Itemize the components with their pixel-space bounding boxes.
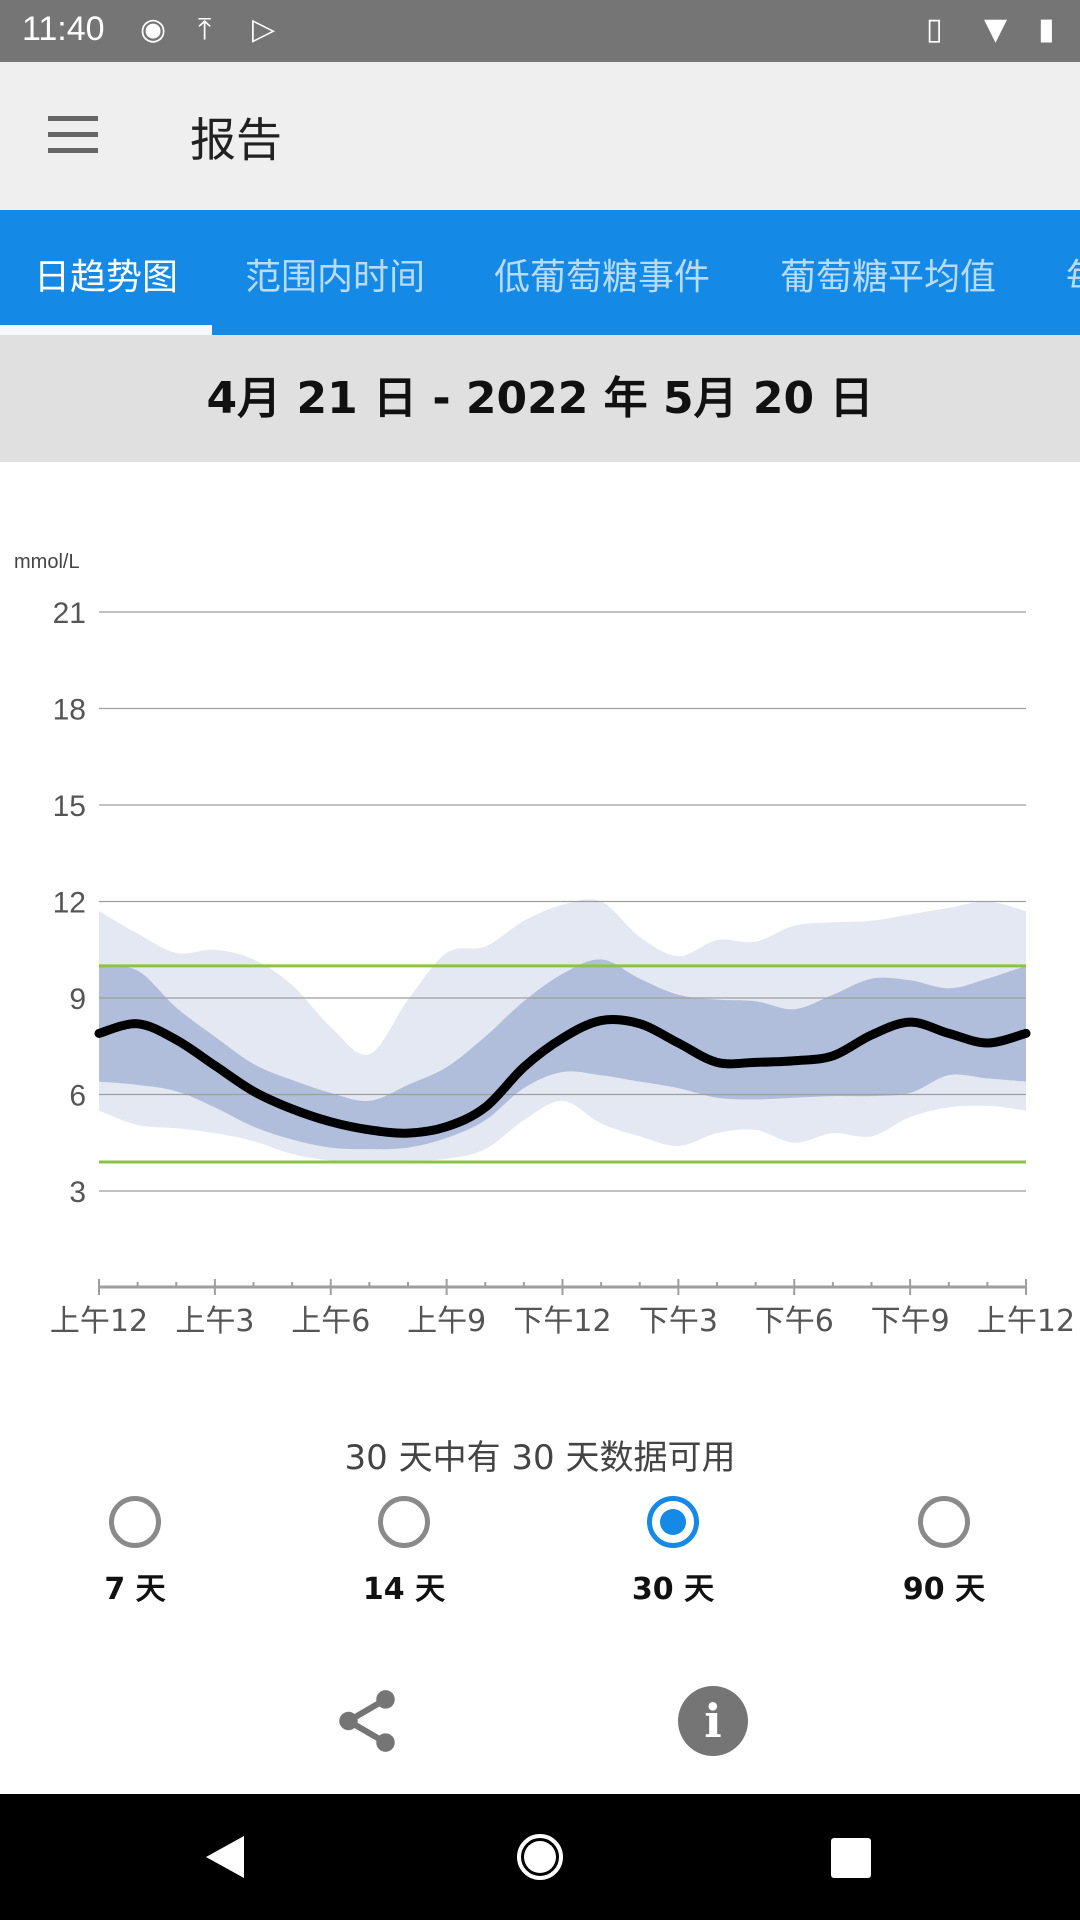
y-tick-label: 9 bbox=[69, 983, 86, 1016]
radio-icon[interactable] bbox=[378, 1496, 430, 1548]
tab-low-glucose-events[interactable]: 低葡萄糖事件 bbox=[494, 257, 711, 298]
band-25-75 bbox=[99, 959, 1026, 1150]
radio-icon[interactable] bbox=[918, 1496, 970, 1548]
y-tick-label: 6 bbox=[69, 1080, 86, 1113]
y-tick-label: 18 bbox=[53, 694, 86, 727]
period-label: 14 天 bbox=[362, 1572, 446, 1607]
share-icon[interactable] bbox=[330, 1684, 404, 1758]
y-tick-label: 15 bbox=[53, 790, 86, 823]
upload-icon: ⤒ bbox=[198, 12, 212, 47]
period-label: 30 天 bbox=[631, 1572, 715, 1607]
data-availability: 30 天中有 30 天数据可用 bbox=[344, 1438, 736, 1478]
date-range: 4月 21 日 - 2022 年 5月 20 日 bbox=[0, 335, 1080, 462]
tab-time-in-range[interactable]: 范围内时间 bbox=[245, 257, 426, 298]
tab-daily-trend[interactable]: 日趋势图 bbox=[34, 257, 179, 298]
x-tick-label: 上午12 bbox=[50, 1304, 148, 1339]
period-label: 7 天 bbox=[104, 1572, 166, 1607]
report-tabs: 日趋势图 范围内时间 低葡萄糖事件 葡萄糖平均值 每 bbox=[0, 210, 1080, 335]
radio-icon[interactable] bbox=[109, 1496, 161, 1548]
x-tick-label: 下午9 bbox=[871, 1304, 950, 1339]
period-14-days[interactable]: 14 天 bbox=[304, 1496, 504, 1608]
x-tick-label: 下午3 bbox=[639, 1304, 718, 1339]
x-tick-label: 上午12 bbox=[977, 1304, 1075, 1339]
x-tick-label: 上午6 bbox=[291, 1304, 370, 1339]
y-tick-label: 3 bbox=[69, 1176, 86, 1209]
home-icon[interactable] bbox=[515, 1832, 565, 1882]
y-tick-label: 21 bbox=[53, 597, 86, 630]
x-tick-label: 下午6 bbox=[755, 1304, 834, 1339]
period-label: 90 天 bbox=[902, 1572, 986, 1607]
page-title: 报告 bbox=[190, 113, 282, 167]
vibrate-icon: ▯ bbox=[926, 12, 943, 47]
y-axis-label: mmol/L bbox=[14, 551, 80, 573]
status-bar: 11:40 ◉ ⤒ ▷ ▯ ▼ ▮ bbox=[0, 0, 1080, 62]
tab-indicator bbox=[0, 325, 212, 335]
hamburger-menu-icon[interactable] bbox=[48, 116, 98, 153]
period-90-days[interactable]: 90 天 bbox=[844, 1496, 1044, 1608]
tab-average-glucose[interactable]: 葡萄糖平均值 bbox=[780, 257, 997, 298]
x-tick-label: 上午3 bbox=[175, 1304, 254, 1339]
daily-trend-chart: mmol/L 3 6 9 12 15 18 21 上午12 上午3 上午6 上午9 下午12 下午3 下午6… bbox=[14, 551, 1075, 1339]
navigation-bar bbox=[0, 1794, 1080, 1920]
status-time: 11:40 bbox=[22, 10, 105, 48]
radio-selected-icon[interactable] bbox=[647, 1496, 699, 1548]
period-30-days[interactable]: 30 天 bbox=[573, 1496, 773, 1608]
x-tick-label: 上午9 bbox=[407, 1304, 486, 1339]
recents-icon[interactable] bbox=[831, 1838, 871, 1878]
y-tick-label: 12 bbox=[53, 887, 86, 920]
tab-more[interactable]: 每 bbox=[1066, 248, 1080, 300]
app-bar: 报告 bbox=[0, 62, 1080, 210]
info-icon[interactable]: i bbox=[678, 1686, 748, 1756]
battery-charging-icon: ▮ bbox=[1038, 12, 1055, 47]
sync-icon: ◉ bbox=[140, 12, 167, 47]
back-icon[interactable] bbox=[204, 1834, 246, 1880]
x-tick-label: 下午12 bbox=[513, 1304, 611, 1339]
play-store-icon: ▷ bbox=[252, 12, 276, 47]
wifi-icon: ▼ bbox=[984, 12, 1008, 47]
median-line bbox=[94, 1014, 1031, 1138]
period-7-days[interactable]: 7 天 bbox=[35, 1496, 235, 1608]
